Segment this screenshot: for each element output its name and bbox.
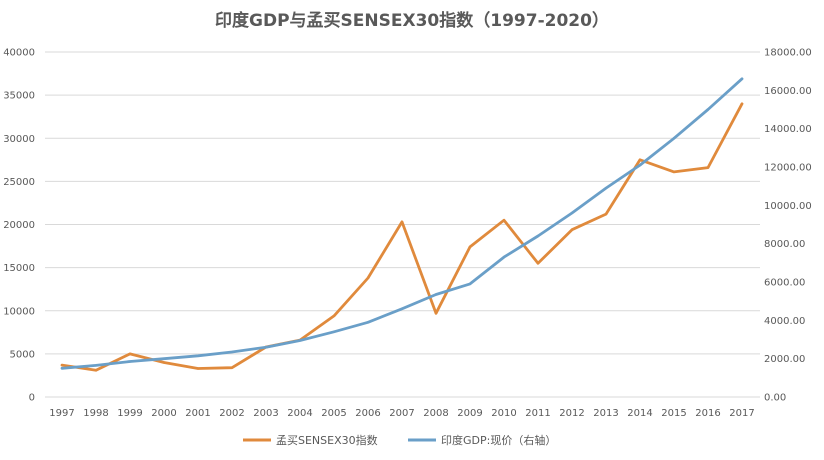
series-2-point (94, 364, 98, 367)
y-right-tick-label: 16000.00 (764, 86, 812, 97)
series-2-point (740, 77, 744, 81)
series-2-point (264, 345, 268, 349)
x-tick-label: 2007 (389, 408, 414, 419)
x-tick-label: 2005 (321, 408, 346, 419)
series-1-point (706, 166, 710, 169)
series-2-point (638, 163, 642, 167)
series-2-point (332, 330, 336, 334)
x-tick-label: 2011 (525, 408, 550, 419)
y-left-tick-label: 25000 (3, 177, 35, 188)
x-tick-label: 2004 (287, 408, 312, 419)
series-1-point (434, 312, 438, 315)
y-right-tick-label: 10000.00 (764, 201, 812, 212)
y-left-tick-label: 40000 (3, 48, 35, 59)
y-right-tick-label: 2000.00 (764, 354, 805, 365)
x-tick-label: 2010 (491, 408, 516, 419)
y-left-tick-label: 0 (29, 393, 35, 404)
x-tick-label: 1997 (49, 408, 74, 419)
y-left-tick-label: 35000 (3, 91, 35, 102)
series-1-point (638, 158, 642, 162)
y-right-tick-label: 0.00 (764, 393, 786, 404)
x-axis: 1997 1998 1999 2000 2001 2002 2003 2004 2005 2006… (49, 408, 754, 419)
legend-label-2: 印度GDP:现价（右轴） (441, 433, 556, 447)
series-1-point (740, 102, 744, 105)
x-tick-label: 2009 (457, 408, 482, 419)
chart-title: 印度GDP与孟买SENSEX30指数（1997-2020） (215, 10, 609, 31)
series-2-point (162, 357, 166, 360)
series-1-point (196, 367, 200, 370)
series-2-point (706, 108, 710, 111)
y-right-tick-label: 14000.00 (764, 124, 812, 135)
series-2-point (298, 339, 302, 342)
series-2-point (60, 367, 64, 370)
series-2-point (128, 360, 132, 363)
y-right-tick-label: 4000.00 (764, 316, 805, 327)
y-left-tick-label: 15000 (3, 263, 35, 274)
x-tick-label: 2012 (559, 408, 584, 419)
y-right-tick-label: 18000.00 (764, 48, 812, 59)
watermark: 头条 @小基快跑 (652, 425, 776, 445)
series-1-point (604, 212, 608, 216)
series-1-point (162, 361, 166, 364)
x-tick-label: 2017 (729, 408, 754, 419)
series-1-point (536, 262, 540, 265)
series-1-point (468, 245, 472, 249)
series-2-point (502, 255, 506, 259)
series-group (60, 77, 744, 372)
series-1-point (128, 352, 132, 356)
x-tick-label: 2015 (661, 408, 686, 419)
series-2-point (366, 321, 370, 324)
y-right-tick-label: 12000.00 (764, 163, 812, 174)
y-left-tick-label: 10000 (3, 306, 35, 317)
series-2-point (196, 354, 200, 357)
series-2-point (230, 350, 234, 354)
y-left-tick-label: 30000 (3, 134, 35, 145)
series-2-point (604, 186, 608, 190)
series-2-point (536, 234, 540, 238)
series-2-point (400, 307, 404, 311)
series-1-point (332, 314, 336, 318)
series-1-point (366, 276, 370, 280)
x-tick-label: 2016 (695, 408, 720, 419)
series-2-point (570, 211, 574, 215)
series-1-point (570, 228, 574, 231)
x-tick-label: 2008 (423, 408, 448, 419)
series-1-point (502, 218, 506, 222)
y-left-tick-label: 5000 (10, 349, 35, 360)
series-line-1 (60, 102, 744, 372)
x-tick-label: 2003 (253, 408, 278, 419)
series-1-point (94, 369, 98, 372)
y-right-tick-label: 6000.00 (764, 278, 805, 289)
legend-label-1: 孟买SENSEX30指数 (276, 433, 378, 447)
series-1-point (60, 363, 64, 367)
x-tick-label: 2006 (355, 408, 380, 419)
watermark-text: 头条 @小基快跑 (652, 425, 776, 445)
x-tick-label: 2001 (185, 408, 210, 419)
y-right-tick-label: 8000.00 (764, 239, 805, 250)
x-tick-label: 1998 (83, 408, 108, 419)
series-1-point (672, 170, 676, 174)
left-axis: 0 5000 10000 15000 20000 25000 30000 35000 40000 (3, 48, 35, 404)
series-2-point (434, 293, 438, 296)
x-tick-label: 1999 (117, 408, 142, 419)
series-1-point (400, 220, 404, 224)
y-left-tick-label: 20000 (3, 220, 35, 231)
x-tick-label: 2014 (627, 408, 652, 419)
series-2-point (672, 137, 676, 140)
right-axis: 0.00 2000.00 4000.00 6000.00 8000.00 10000.00… (764, 48, 812, 404)
x-tick-label: 2013 (593, 408, 618, 419)
x-tick-label: 2002 (219, 408, 244, 419)
legend: 孟买SENSEX30指数 印度GDP:现价（右轴） (243, 433, 556, 447)
series-1-point (230, 366, 234, 369)
x-tick-label: 2000 (151, 408, 176, 419)
series-2-point (468, 282, 472, 286)
